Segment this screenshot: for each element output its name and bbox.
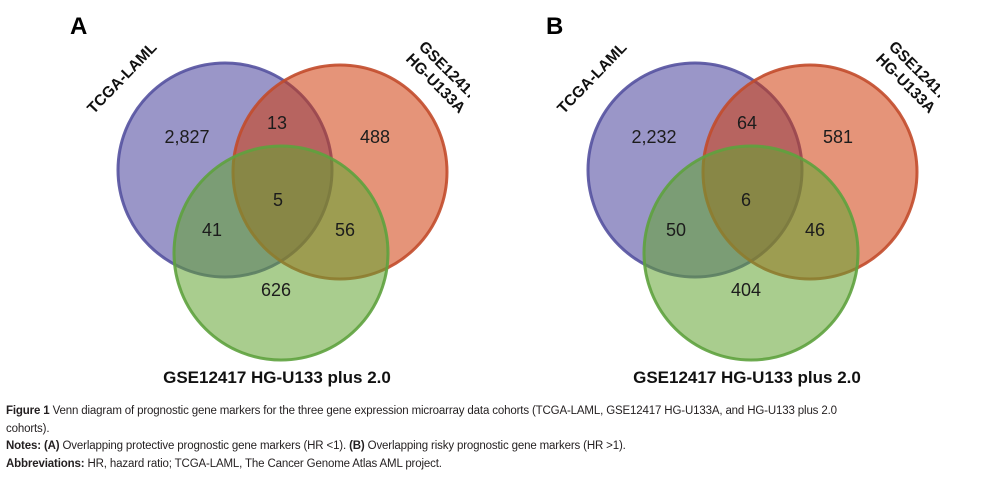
caption-figure-line1: Figure 1 Venn diagram of prognostic gene…	[6, 403, 1000, 421]
count-u133a-plus2: 46	[805, 220, 825, 240]
panel-a-letter: A	[70, 13, 87, 40]
count-u133a-plus2: 56	[335, 220, 355, 240]
count-tcga-only: 2,827	[164, 127, 209, 147]
count-tcga-u133a: 13	[267, 113, 287, 133]
plus2-circle	[642, 144, 860, 362]
plus2-circle	[172, 144, 390, 362]
count-plus2-only: 626	[261, 280, 291, 300]
count-u133a-only: 488	[360, 127, 390, 147]
venn-panel-a: A 2,827 13 488 5 41 56 626 TCGA-LAML GSE…	[70, 13, 470, 387]
count-u133a-only: 581	[823, 127, 853, 147]
plus2-label: GSE12417 HG-U133 plus 2.0	[163, 368, 391, 387]
count-tcga-plus2: 50	[666, 220, 686, 240]
caption-notes-line: Notes: (A) Overlapping protective progno…	[6, 438, 1000, 456]
abbreviations-text: HR, hazard ratio; TCGA-LAML, The Cancer …	[87, 457, 442, 470]
count-tcga-plus2: 41	[202, 220, 222, 240]
note-b-text: Overlapping risky prognostic gene marker…	[367, 440, 626, 453]
count-all-three: 6	[741, 190, 751, 210]
count-tcga-only: 2,232	[631, 127, 676, 147]
count-tcga-u133a: 64	[737, 113, 757, 133]
figure-description: Venn diagram of prognostic gene markers …	[52, 405, 837, 417]
figure-caption: Figure 1 Venn diagram of prognostic gene…	[6, 403, 1000, 473]
count-plus2-only: 404	[731, 280, 761, 300]
abbreviations-label: Abbreviations:	[6, 457, 85, 470]
caption-abbreviations-line: Abbreviations: HR, hazard ratio; TCGA-LA…	[6, 456, 1000, 474]
note-b-label: (B)	[349, 440, 365, 453]
note-a-text: Overlapping protective prognostic gene m…	[62, 440, 347, 453]
count-all-three: 5	[273, 190, 283, 210]
caption-figure-line2: cohorts).	[6, 422, 50, 435]
notes-label: Notes:	[6, 440, 41, 453]
note-a-label: (A)	[43, 440, 60, 453]
figure-number-label: Figure 1	[6, 405, 50, 417]
panel-b-letter: B	[546, 13, 563, 40]
plus2-label: GSE12417 HG-U133 plus 2.0	[633, 368, 861, 387]
venn-panel-b: B 2,232 64 581 6 50 46 404 TCGA-LAML GSE…	[546, 13, 940, 387]
